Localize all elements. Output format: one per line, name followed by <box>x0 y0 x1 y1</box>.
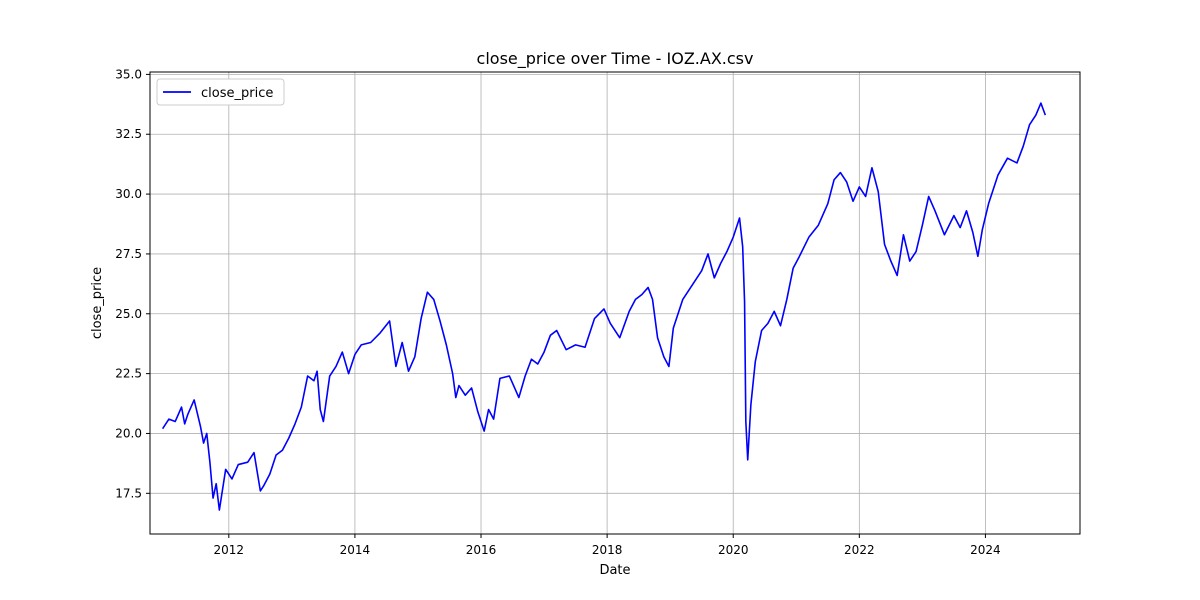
legend: close_price <box>156 78 285 106</box>
legend-label: close_price <box>201 86 273 101</box>
y-tick-label: 30.0 <box>115 187 142 201</box>
y-tick-label: 20.0 <box>115 426 142 440</box>
x-tick-label: 2024 <box>970 543 1001 557</box>
y-tick-label: 25.0 <box>115 307 142 321</box>
series-line-close-price <box>161 102 1047 511</box>
x-tick-label: 2022 <box>844 543 875 557</box>
x-tick-label: 2020 <box>718 543 749 557</box>
y-tick-label: 35.0 <box>115 67 142 81</box>
x-axis-title: Date <box>599 563 630 578</box>
grid <box>150 72 1080 534</box>
chart-title: close_price over Time - IOZ.AX.csv <box>477 49 754 69</box>
x-tick-label: 2018 <box>592 543 623 557</box>
y-tick-label: 27.5 <box>115 247 142 261</box>
legend-box <box>156 78 285 106</box>
x-tick-label: 2016 <box>466 543 497 557</box>
x-axis: 2012 2014 2016 2018 2020 2022 2024 <box>214 534 1001 557</box>
y-tick-label: 32.5 <box>115 127 142 141</box>
plot-area <box>161 102 1047 511</box>
x-tick-label: 2014 <box>340 543 371 557</box>
x-tick-label: 2012 <box>214 543 245 557</box>
y-axis: 17.5 20.0 22.5 25.0 27.5 30.0 32.5 35.0 <box>115 67 150 500</box>
plot-frame <box>149 71 1081 535</box>
y-axis-title: close_price <box>90 267 105 339</box>
y-tick-label: 17.5 <box>115 486 142 500</box>
y-tick-label: 22.5 <box>115 367 142 381</box>
